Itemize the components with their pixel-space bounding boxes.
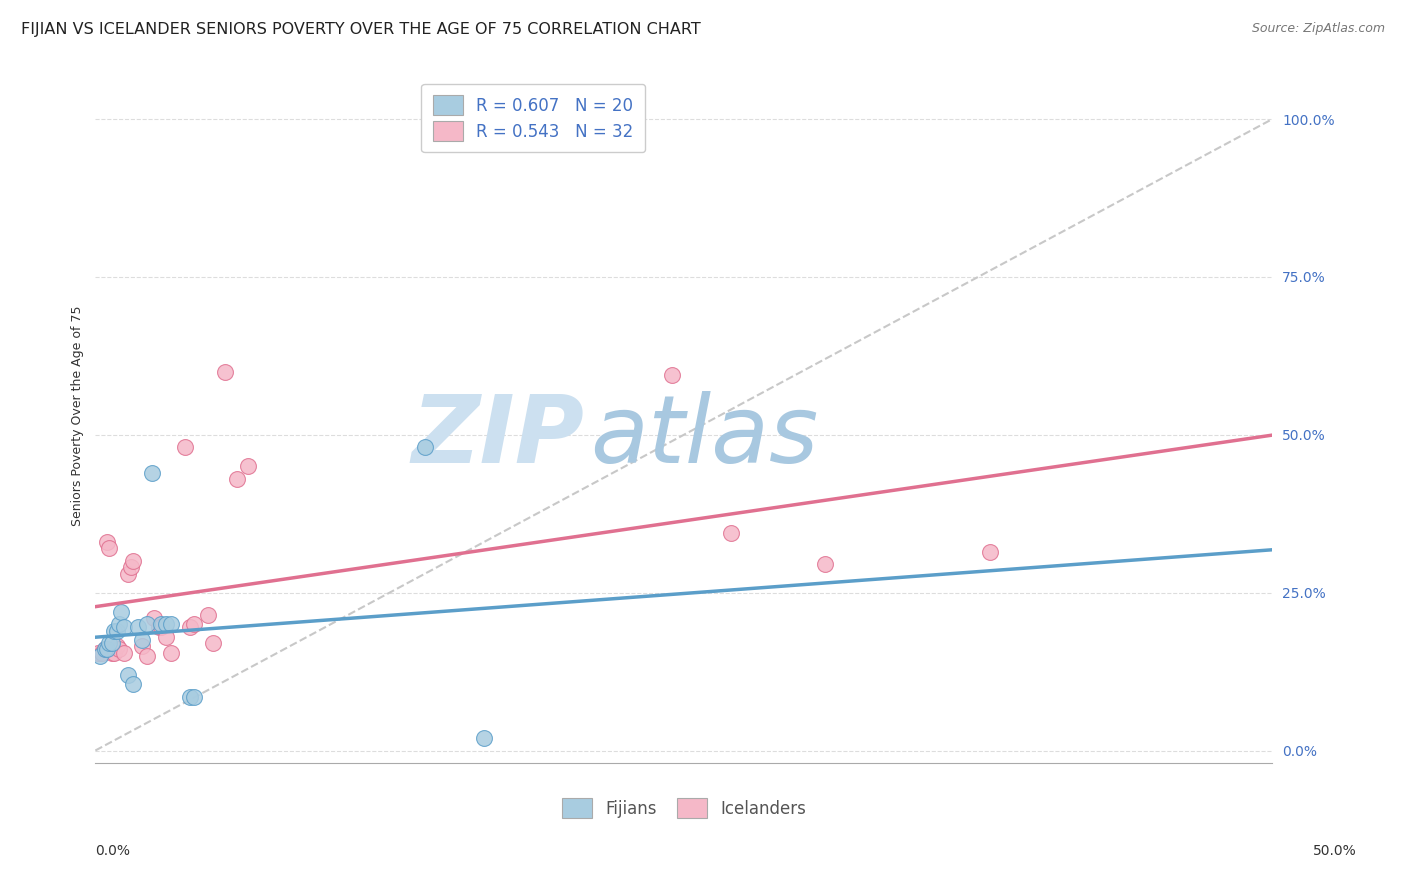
Point [179,620,201,634]
Point [112,620,135,634]
Text: atlas: atlas [589,392,818,483]
Point [98,541,121,556]
Text: 0.0%: 0.0% [96,844,131,858]
Point [101,646,124,660]
Point [94,642,117,657]
Point [720,525,742,540]
Point [155,630,177,644]
Point [150,620,173,634]
Point [148,620,170,634]
Point [183,617,205,632]
Point [179,690,201,704]
Point [110,605,132,619]
Point [143,611,166,625]
Point [136,648,159,663]
Point [202,636,225,650]
Point [661,368,683,382]
Point [120,560,142,574]
Point [183,690,205,704]
Point [413,441,436,455]
Point [117,667,139,681]
Text: 50.0%: 50.0% [1313,844,1357,858]
Text: FIJIAN VS ICELANDER SENIORS POVERTY OVER THE AGE OF 75 CORRELATION CHART: FIJIAN VS ICELANDER SENIORS POVERTY OVER… [21,22,700,37]
Point [98,636,121,650]
Point [103,624,125,638]
Point [814,558,837,572]
Point [197,607,219,622]
Text: ZIP: ZIP [411,391,583,483]
Text: Source: ZipAtlas.com: Source: ZipAtlas.com [1251,22,1385,36]
Y-axis label: Seniors Poverty Over the Age of 75: Seniors Poverty Over the Age of 75 [72,306,84,526]
Point [105,624,128,638]
Point [96,535,118,549]
Legend: Fijians, Icelanders: Fijians, Icelanders [555,792,813,824]
Point [214,365,236,379]
Point [117,566,139,581]
Point [122,554,145,568]
Point [131,640,153,654]
Point [150,617,173,632]
Point [238,459,260,474]
Point [173,441,195,455]
Point [103,646,125,660]
Point [108,617,131,632]
Point [127,620,149,634]
Point [979,544,1001,558]
Point [89,648,111,663]
Point [131,632,153,647]
Point [91,646,114,660]
Point [159,646,181,660]
Point [159,617,181,632]
Point [472,731,495,745]
Point [86,646,108,660]
Point [141,466,163,480]
Point [225,472,247,486]
Point [96,642,118,657]
Point [136,617,159,632]
Point [112,646,135,660]
Point [94,642,117,657]
Point [101,636,124,650]
Point [105,640,128,654]
Point [108,642,131,657]
Point [155,617,177,632]
Point [122,677,145,691]
